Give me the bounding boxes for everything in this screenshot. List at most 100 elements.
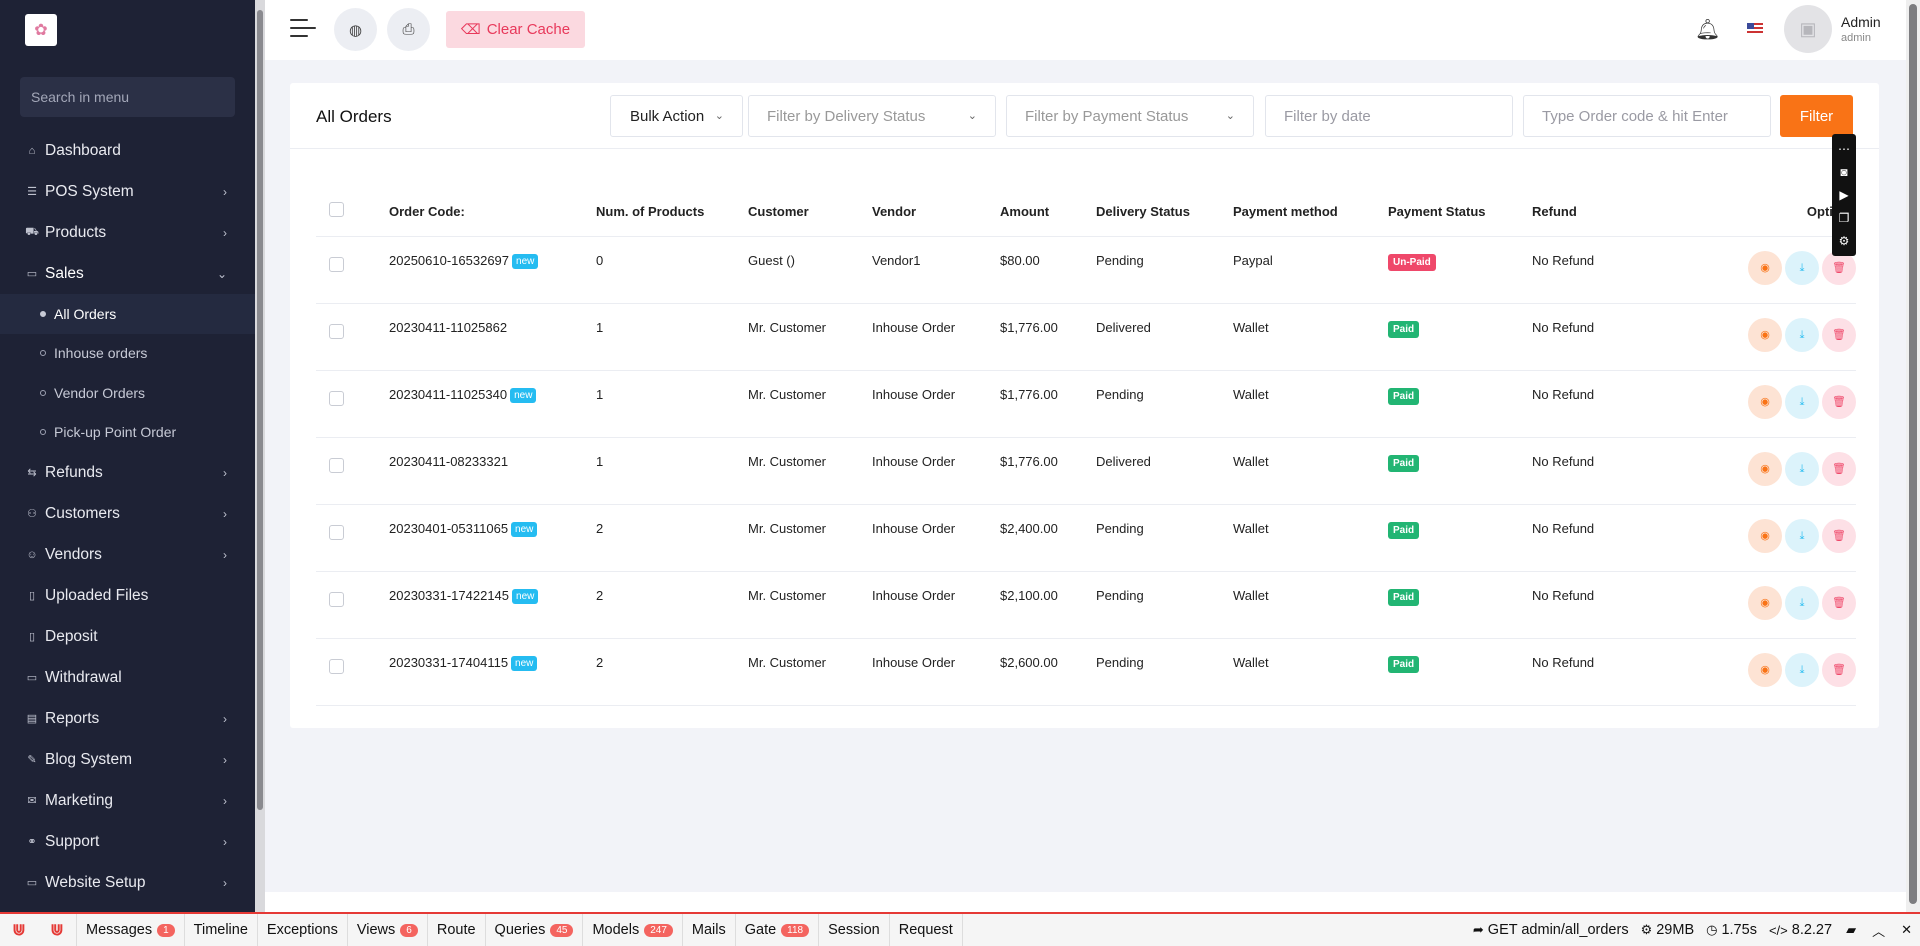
- customer: Guest (): [748, 236, 872, 304]
- view-button[interactable]: ◉: [1748, 451, 1782, 486]
- logo[interactable]: ✿: [25, 14, 57, 46]
- bulk-action-dropdown[interactable]: Bulk Action ⌄: [610, 95, 743, 137]
- order-code-search[interactable]: [1523, 95, 1771, 137]
- sidebar-item-deposit[interactable]: ▯ Deposit: [0, 616, 255, 657]
- more-icon[interactable]: ⋯: [1838, 141, 1850, 156]
- sidebar-item-pos-system[interactable]: ☰ POS System ›: [0, 171, 255, 212]
- debugbar-request[interactable]: ➦ GET admin/all_orders: [1467, 922, 1635, 938]
- row-checkbox[interactable]: [329, 256, 344, 272]
- delete-button[interactable]: 🗑︎: [1822, 585, 1856, 620]
- printer-icon[interactable]: ⎙: [387, 8, 430, 51]
- delete-button[interactable]: 🗑︎: [1822, 652, 1856, 687]
- delete-button[interactable]: 🗑︎: [1822, 384, 1856, 419]
- download-button[interactable]: ⤓: [1785, 317, 1819, 352]
- download-button[interactable]: ⤓: [1785, 451, 1819, 486]
- gear-icon[interactable]: ⚙: [1838, 234, 1850, 249]
- debugbar-tab-request[interactable]: Request: [890, 914, 963, 946]
- payment-status-cell: Un-Paid: [1388, 236, 1532, 304]
- debugbar-tab-views[interactable]: Views 6: [348, 914, 428, 946]
- download-button[interactable]: ⤓: [1785, 585, 1819, 620]
- filter-button[interactable]: Filter: [1780, 95, 1853, 137]
- view-button[interactable]: ◉: [1748, 250, 1782, 285]
- bell-icon[interactable]: 🔔︎: [1695, 19, 1721, 41]
- debugbar-tab-timeline[interactable]: Timeline: [185, 914, 258, 946]
- order-code-search-input[interactable]: [1542, 107, 1770, 125]
- delete-button[interactable]: 🗑︎: [1822, 250, 1856, 285]
- debugbar-tab-gate[interactable]: Gate 118: [736, 914, 820, 946]
- sidebar-item-sales[interactable]: ▭ Sales ⌄: [0, 253, 255, 294]
- sidebar-scrollbar-thumb[interactable]: [257, 10, 263, 810]
- delete-button[interactable]: 🗑︎: [1822, 518, 1856, 553]
- download-button[interactable]: ⤓: [1785, 652, 1819, 687]
- sidebar-item-reports[interactable]: ▤ Reports ›: [0, 698, 255, 739]
- order-code-cell: 20250610-16532697 new: [389, 236, 596, 304]
- delivery-status-filter[interactable]: Filter by Delivery Status ⌄: [748, 95, 996, 137]
- sidebar-item-support[interactable]: ⚭ Support ›: [0, 821, 255, 862]
- laravel-logo-icon[interactable]: ⋓: [12, 922, 26, 939]
- sidebar-item-dashboard[interactable]: ⌂ Dashboard: [0, 130, 255, 171]
- payment-status-filter[interactable]: Filter by Payment Status ⌄: [1006, 95, 1254, 137]
- col-order-code[interactable]: Order Code:: [389, 187, 596, 237]
- row-checkbox[interactable]: [329, 524, 344, 540]
- row-checkbox[interactable]: [329, 658, 344, 674]
- page-scrollbar-thumb[interactable]: [1909, 4, 1917, 904]
- laravel-logo-icon[interactable]: ⋓: [50, 922, 64, 939]
- close-icon[interactable]: ✕: [1901, 922, 1912, 937]
- sidebar-item-products[interactable]: ⛟ Products ›: [0, 212, 255, 253]
- row-checkbox[interactable]: [329, 591, 344, 607]
- view-button[interactable]: ◉: [1748, 652, 1782, 687]
- order-code: 20230411-11025862: [389, 319, 508, 335]
- select-all-checkbox[interactable]: [329, 202, 344, 218]
- sidebar-subitem-vendor-orders[interactable]: Vendor Orders: [0, 373, 255, 413]
- sidebar-item-customers[interactable]: ⚇ Customers ›: [0, 493, 255, 534]
- window-icon[interactable]: ❐: [1838, 211, 1850, 226]
- avatar[interactable]: ▣: [1784, 5, 1832, 53]
- menu-toggle-icon[interactable]: [290, 19, 316, 41]
- date-filter-input[interactable]: [1284, 107, 1512, 125]
- sidebar-item-website-setup[interactable]: ▭ Website Setup ›: [0, 862, 255, 903]
- delete-button[interactable]: 🗑︎: [1822, 451, 1856, 486]
- debugbar-tab-queries[interactable]: Queries 45: [486, 914, 584, 946]
- row-checkbox[interactable]: [329, 390, 344, 406]
- us-flag-icon[interactable]: [1747, 23, 1763, 35]
- sidebar-item-vendors[interactable]: ☺ Vendors ›: [0, 534, 255, 575]
- debugbar-tab-messages[interactable]: Messages 1: [76, 914, 185, 946]
- date-filter[interactable]: [1265, 95, 1513, 137]
- row-checkbox[interactable]: [329, 323, 344, 339]
- chevron-up-icon[interactable]: ︿: [1872, 923, 1886, 939]
- debugbar-tab-route[interactable]: Route: [428, 914, 486, 946]
- download-button[interactable]: ⤓: [1785, 250, 1819, 285]
- sidebar-subitem-inhouse-orders[interactable]: Inhouse orders: [0, 334, 255, 374]
- sidebar-item-uploaded-files[interactable]: ▯ Uploaded Files: [0, 575, 255, 616]
- amount: $2,600.00: [1000, 638, 1096, 706]
- globe-icon[interactable]: ◍: [334, 8, 377, 51]
- row-checkbox-cell: [316, 437, 389, 505]
- sidebar-item-withdrawal[interactable]: ▭ Withdrawal: [0, 657, 255, 698]
- download-button[interactable]: ⤓: [1785, 384, 1819, 419]
- video-icon[interactable]: ▶: [1839, 187, 1849, 202]
- sidebar-scrollbar[interactable]: [255, 0, 265, 912]
- row-checkbox[interactable]: [329, 457, 344, 473]
- sidebar-subitem-all-orders[interactable]: All Orders: [0, 294, 255, 334]
- view-button[interactable]: ◉: [1748, 585, 1782, 620]
- debugbar-tab-exceptions[interactable]: Exceptions: [258, 914, 348, 946]
- view-button[interactable]: ◉: [1748, 384, 1782, 419]
- sidebar-item-marketing[interactable]: ✉ Marketing ›: [0, 780, 255, 821]
- view-button[interactable]: ◉: [1748, 518, 1782, 553]
- debugbar-tab-mails[interactable]: Mails: [683, 914, 736, 946]
- camera-icon[interactable]: ◙: [1840, 164, 1848, 179]
- debugbar-tab-session[interactable]: Session: [819, 914, 890, 946]
- debugbar-tab-models[interactable]: Models 247: [583, 914, 683, 946]
- menu-search-input[interactable]: [20, 77, 235, 117]
- download-button[interactable]: ⤓: [1785, 518, 1819, 553]
- delete-button[interactable]: 🗑︎: [1822, 317, 1856, 352]
- col-num-products: Num. of Products: [596, 187, 748, 237]
- admin-name[interactable]: Admin: [1841, 14, 1881, 30]
- page-scrollbar[interactable]: [1906, 0, 1920, 912]
- folder-icon[interactable]: ▰: [1846, 922, 1857, 937]
- sidebar-item-refunds[interactable]: ⇆ Refunds ›: [0, 452, 255, 493]
- view-button[interactable]: ◉: [1748, 317, 1782, 352]
- clear-cache-button[interactable]: ⌫ Clear Cache: [446, 11, 585, 48]
- sidebar-item-blog-system[interactable]: ✎ Blog System ›: [0, 739, 255, 780]
- sidebar-subitem-pick-up-point-order[interactable]: Pick-up Point Order: [0, 413, 255, 453]
